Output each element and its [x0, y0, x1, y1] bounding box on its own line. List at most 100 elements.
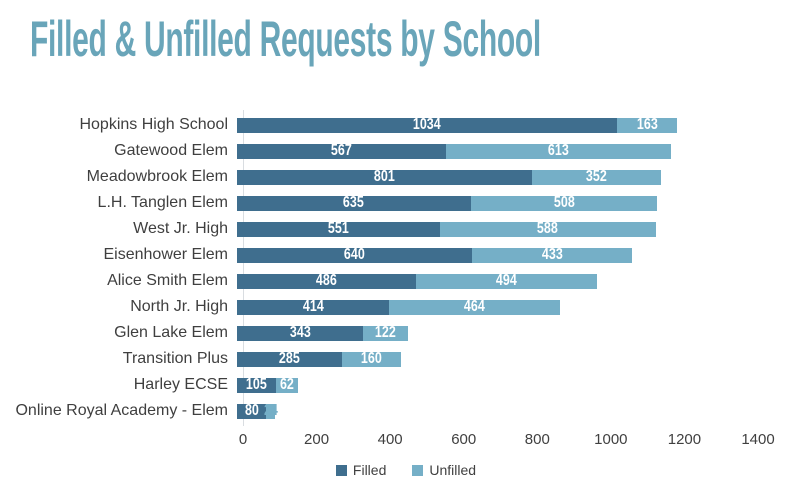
bar-row: Alice Smith Elem 486 494 [0, 268, 812, 294]
category-label: Transition Plus [122, 350, 228, 367]
legend-label: Filled [352, 462, 387, 478]
bar-track: 640 433 [237, 246, 812, 263]
category-label: Alice Smith Elem [107, 272, 228, 289]
bar-row: North Jr. High 414 464 [0, 294, 812, 320]
x-tick-label: 200 [304, 431, 330, 448]
category-label: Glen Lake Elem [114, 324, 228, 341]
category-label: Online Royal Academy - Elem [15, 402, 228, 419]
bar-segment-filled[interactable]: 1034 [237, 116, 618, 133]
value-label: 160 [360, 350, 382, 367]
bar-row: Glen Lake Elem 343 122 [0, 320, 812, 346]
bar-track: 105 62 [237, 376, 812, 393]
bar-segment-filled[interactable]: 486 [237, 272, 416, 289]
category-label: Hopkins High School [79, 116, 228, 133]
value-label: 567 [330, 142, 352, 159]
y-axis-line [243, 110, 244, 426]
value-label: 80 [244, 402, 259, 419]
bar-segment-filled[interactable]: 343 [237, 324, 364, 341]
bar-segment-filled[interactable]: 80 [237, 402, 267, 419]
bar-row: Meadowbrook Elem 801 352 [0, 164, 812, 190]
category-label: Gatewood Elem [114, 142, 228, 159]
bar-track: 343 122 [237, 324, 812, 341]
value-label: 640 [344, 246, 366, 263]
x-tick-label: 400 [377, 431, 403, 448]
legend: Filled Unfilled [0, 462, 812, 478]
bar-row: West Jr. High 551 588 [0, 216, 812, 242]
bar-row: Transition Plus 285 160 [0, 346, 812, 372]
bar-segment-unfilled[interactable]: 160 [341, 350, 401, 367]
bar-segment-unfilled[interactable]: 464 [389, 298, 560, 315]
value-label: 613 [547, 142, 569, 159]
category-label: Harley ECSE [133, 376, 228, 393]
bar-segment-unfilled[interactable]: 122 [363, 324, 409, 341]
category-label: Meadowbrook Elem [86, 168, 228, 185]
bar-segment-unfilled[interactable]: 24 [263, 402, 278, 419]
chart-title: Filled & Unfilled Requests by School [30, 11, 541, 67]
value-label: 508 [553, 194, 575, 211]
bar-segment-unfilled[interactable]: 588 [439, 220, 656, 237]
legend-swatch-icon [412, 464, 424, 476]
bar-segment-unfilled[interactable]: 433 [472, 246, 632, 263]
category-label: West Jr. High [133, 220, 228, 237]
bar-segment-filled[interactable]: 635 [237, 194, 471, 211]
value-label: 122 [375, 324, 397, 341]
x-tick-label: 0 [238, 431, 248, 448]
value-label: 588 [537, 220, 559, 237]
bar-segment-unfilled[interactable]: 613 [445, 142, 672, 159]
bar-segment-unfilled[interactable]: 62 [275, 376, 299, 393]
bar-segment-unfilled[interactable]: 508 [470, 194, 658, 211]
value-label: 494 [496, 272, 518, 289]
legend-label: Unfilled [429, 462, 477, 478]
bar-row: L.H. Tanglen Elem 635 508 [0, 190, 812, 216]
bar-segment-filled[interactable]: 801 [237, 169, 532, 185]
value-label: 464 [464, 298, 486, 315]
bar-segment-filled[interactable]: 567 [237, 142, 446, 159]
bar-track: 80 24 [237, 402, 812, 419]
x-tick-label: 800 [524, 431, 550, 448]
x-axis: 0 200 400 600 800 1000 1200 1400 [239, 431, 775, 449]
bar-segment-unfilled[interactable]: 352 [531, 168, 662, 185]
category-label: L.H. Tanglen Elem [97, 194, 228, 211]
bar-track: 1034 163 [237, 116, 812, 133]
bar-track: 551 588 [237, 220, 812, 237]
bar-track: 486 494 [237, 272, 812, 289]
bar-row: Online Royal Academy - Elem 80 24 [0, 398, 812, 424]
value-label: 433 [541, 246, 563, 263]
bar-segment-filled[interactable]: 414 [237, 298, 390, 315]
x-tick-label: 600 [451, 431, 477, 448]
value-label: 24 [263, 402, 278, 419]
x-tick-label: 1000 [594, 431, 628, 448]
value-label: 551 [327, 220, 349, 237]
value-label: 163 [636, 116, 658, 133]
bar-track: 285 160 [237, 350, 812, 367]
bar-row: Harley ECSE 105 62 [0, 372, 812, 398]
bar-segment-filled[interactable]: 551 [237, 220, 440, 237]
bar-segment-filled[interactable]: 640 [237, 246, 473, 263]
bar-segment-filled[interactable]: 105 [237, 376, 276, 393]
bar-segment-unfilled[interactable]: 163 [617, 116, 678, 133]
bar-row: Hopkins High School 1034 163 [0, 112, 812, 138]
bar-track: 635 508 [237, 194, 812, 211]
bar-segment-unfilled[interactable]: 494 [415, 272, 598, 289]
value-label: 352 [585, 168, 607, 185]
value-label: 486 [315, 272, 337, 289]
x-tick-label: 1400 [741, 431, 775, 448]
value-label: 414 [302, 298, 324, 315]
bar-track: 414 464 [237, 298, 812, 315]
bar-segment-filled[interactable]: 285 [237, 350, 342, 367]
bar-track: 567 613 [237, 142, 812, 159]
value-label: 1034 [413, 116, 442, 133]
bar-rows: Hopkins High School 1034 163 Gatewood Elem 5… [0, 112, 812, 424]
legend-item-filled[interactable]: Filled [335, 462, 387, 478]
value-label: 105 [245, 376, 267, 393]
legend-item-unfilled[interactable]: Unfilled [412, 462, 476, 478]
category-label: Eisenhower Elem [103, 246, 229, 263]
value-label: 343 [289, 324, 311, 341]
bar-track: 801 352 [237, 168, 812, 185]
legend-swatch-icon [335, 464, 347, 476]
category-label: North Jr. High [130, 298, 228, 315]
value-label: 62 [280, 376, 294, 393]
value-label: 285 [278, 350, 300, 367]
value-label: 635 [343, 194, 365, 211]
x-tick-label: 1200 [667, 431, 702, 448]
